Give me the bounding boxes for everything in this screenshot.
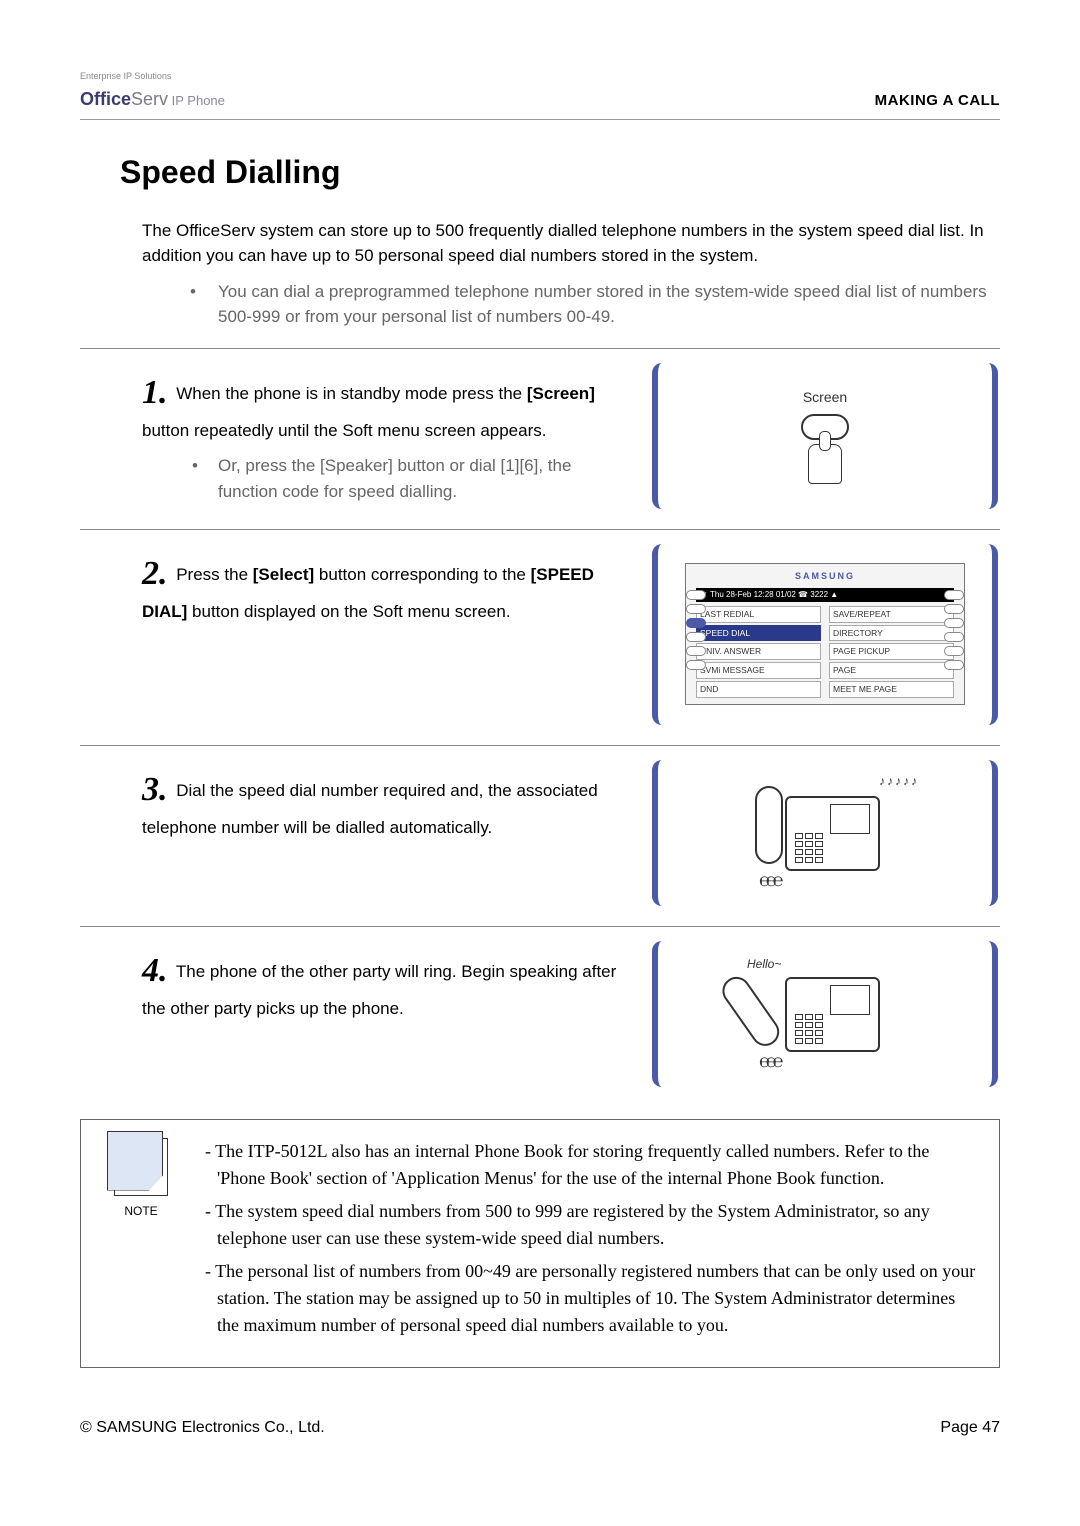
phone-cord-icon: ℮℮℮ <box>759 1048 779 1075</box>
menu-item: PAGE PICKUP <box>829 643 954 660</box>
intro-paragraph: The OfficeServ system can store up to 50… <box>142 218 990 269</box>
section-label: MAKING A CALL <box>875 90 1000 113</box>
page-number: Page 47 <box>940 1416 1000 1440</box>
menu-item: SAVE/REPEAT <box>829 606 954 623</box>
step-2-number: 2. <box>142 555 168 592</box>
phone-keypad <box>795 833 823 863</box>
step-1-sub: Or, press the [Speaker] button or dial [… <box>192 453 630 504</box>
step-1-number: 1. <box>142 374 168 411</box>
step-3: 3. Dial the speed dial number required a… <box>80 745 1000 908</box>
phone-base <box>785 796 880 871</box>
step-2-after: button displayed on the Soft menu screen… <box>187 602 510 621</box>
step-3-number: 3. <box>142 771 168 808</box>
step-1-after: button repeatedly until the Soft menu sc… <box>142 421 546 440</box>
step-3-main: Dial the speed dial number required and,… <box>142 781 598 837</box>
step-4: 4. The phone of the other party will rin… <box>80 926 1000 1089</box>
menu-item: PAGE <box>829 662 954 679</box>
page-footer: © SAMSUNG Electronics Co., Ltd. Page 47 <box>80 1416 1000 1440</box>
menu-grid: LAST REDIAL SAVE/REPEAT SPEED DIAL DIRECTOR… <box>690 604 960 700</box>
phone-base <box>785 977 880 1052</box>
step-2-illustration: SAMSUNG ▼ Thu 28-Feb 12:28 01/02 ☎ 3222 … <box>650 542 1000 727</box>
step-4-illustration: Hello~ ℮℮℮ <box>650 939 1000 1089</box>
step-2-text: 2. Press the [Select] button correspondi… <box>80 542 630 625</box>
hand-press-icon <box>808 444 842 484</box>
menu-item: MEET ME PAGE <box>829 681 954 698</box>
illus-inner: ♪♪♪♪♪ ℮℮℮ <box>668 764 982 902</box>
phone-screen <box>830 985 870 1015</box>
menu-item: DND <box>696 681 821 698</box>
page-header: Enterprise IP Solutions OfficeServ IP Ph… <box>80 70 1000 120</box>
step-1-bold: [Screen] <box>527 384 595 403</box>
menu-item: DIRECTORY <box>829 625 954 642</box>
phone-keypad <box>795 1014 823 1044</box>
phone-answered-icon: Hello~ ℮℮℮ <box>755 959 895 1069</box>
phone-handset <box>755 786 783 864</box>
step-1-illustration: Screen <box>650 361 1000 511</box>
step-4-main: The phone of the other party will ring. … <box>142 962 616 1018</box>
step-2-mid: button corresponding to the <box>314 565 530 584</box>
intro-bullet-list: You can dial a preprogrammed telephone n… <box>190 279 1000 330</box>
music-notes-icon: ♪♪♪♪♪ <box>879 772 919 790</box>
menu-brand: SAMSUNG <box>690 568 960 586</box>
menu-datebar: ▼ Thu 28-Feb 12:28 01/02 ☎ 3222 ▲ <box>696 588 954 602</box>
illus-inner: Hello~ ℮℮℮ <box>668 945 982 1083</box>
note-list: - The ITP-5012L also has an internal Pho… <box>205 1138 979 1345</box>
step-1-sublist: Or, press the [Speaker] button or dial [… <box>192 453 630 504</box>
copyright: © SAMSUNG Electronics Co., Ltd. <box>80 1416 325 1440</box>
phone-screen <box>830 804 870 834</box>
logo-bold: Office <box>80 89 131 109</box>
logo-tagline: Enterprise IP Solutions <box>80 70 225 84</box>
note-label: NOTE <box>101 1202 181 1220</box>
menu-item: SVMi MESSAGE <box>696 662 821 679</box>
note-item: - The system speed dial numbers from 500… <box>205 1198 979 1252</box>
phone-handset-lifted <box>717 971 785 1051</box>
page-title: Speed Dialling <box>120 148 1000 196</box>
screen-button-label: Screen <box>801 387 849 408</box>
logo: Enterprise IP Solutions OfficeServ IP Ph… <box>80 70 225 113</box>
note-box: NOTE - The ITP-5012L also has an interna… <box>80 1119 1000 1368</box>
menu-side-buttons-right <box>944 590 964 670</box>
step-1-text: 1. When the phone is in standby mode pre… <box>80 361 630 505</box>
note-icon: NOTE <box>101 1138 181 1220</box>
step-4-text: 4. The phone of the other party will rin… <box>80 939 630 1022</box>
phone-cord-icon: ℮℮℮ <box>759 867 779 894</box>
step-1-before: When the phone is in standby mode press … <box>172 384 527 403</box>
illus-inner: SAMSUNG ▼ Thu 28-Feb 12:28 01/02 ☎ 3222 … <box>680 548 970 721</box>
phone-dialling-icon: ♪♪♪♪♪ ℮℮℮ <box>755 778 895 888</box>
step-2-before: Press the <box>172 565 253 584</box>
step-3-illustration: ♪♪♪♪♪ ℮℮℮ <box>650 758 1000 908</box>
step-1: 1. When the phone is in standby mode pre… <box>80 348 1000 511</box>
step-4-number: 4. <box>142 952 168 989</box>
step-3-text: 3. Dial the speed dial number required a… <box>80 758 630 841</box>
logo-sub: IP Phone <box>168 93 225 108</box>
illus-inner: Screen <box>668 367 982 505</box>
note-item: - The ITP-5012L also has an internal Pho… <box>205 1138 979 1192</box>
notepad-icon <box>114 1138 168 1196</box>
hello-text: Hello~ <box>747 955 781 973</box>
intro-bullet: You can dial a preprogrammed telephone n… <box>190 279 1000 330</box>
soft-menu-screen: SAMSUNG ▼ Thu 28-Feb 12:28 01/02 ☎ 3222 … <box>685 563 965 704</box>
menu-item: LAST REDIAL <box>696 606 821 623</box>
menu-item: UNIV. ANSWER <box>696 643 821 660</box>
menu-side-buttons-left <box>686 590 706 670</box>
step-2: 2. Press the [Select] button correspondi… <box>80 529 1000 727</box>
menu-item: SPEED DIAL <box>696 625 821 642</box>
step-2-bold1: [Select] <box>253 565 314 584</box>
screen-button-graphic: Screen <box>801 387 849 484</box>
logo-light: Serv <box>131 89 168 109</box>
note-item: - The personal list of numbers from 00~4… <box>205 1258 979 1339</box>
